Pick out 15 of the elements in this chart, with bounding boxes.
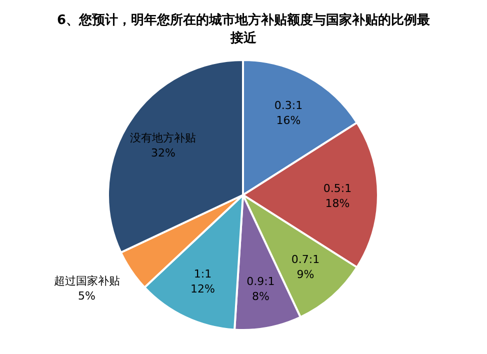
slice-label: 1:1 [194,268,212,281]
slice-label: 0.3:1 [274,99,303,112]
data-label: 9% [296,268,314,281]
data-label: 32% [150,146,176,160]
data-label: 18% [325,197,350,210]
chart-title: 6、您预计，明年您所在的城市地方补贴额度与国家补贴的比例最接近 [56,12,430,46]
slice-label: 超过国家补贴 [54,274,120,288]
slice-label: 没有地方补贴 [130,131,196,144]
data-label: 8% [252,290,270,303]
slice-label: 0.5:1 [323,182,352,195]
data-label: 5% [78,290,96,303]
data-label: 12% [190,282,215,296]
slice-label: 0.9:1 [246,274,275,288]
slice-label: 0.7:1 [291,252,320,266]
data-label: 16% [276,114,301,128]
